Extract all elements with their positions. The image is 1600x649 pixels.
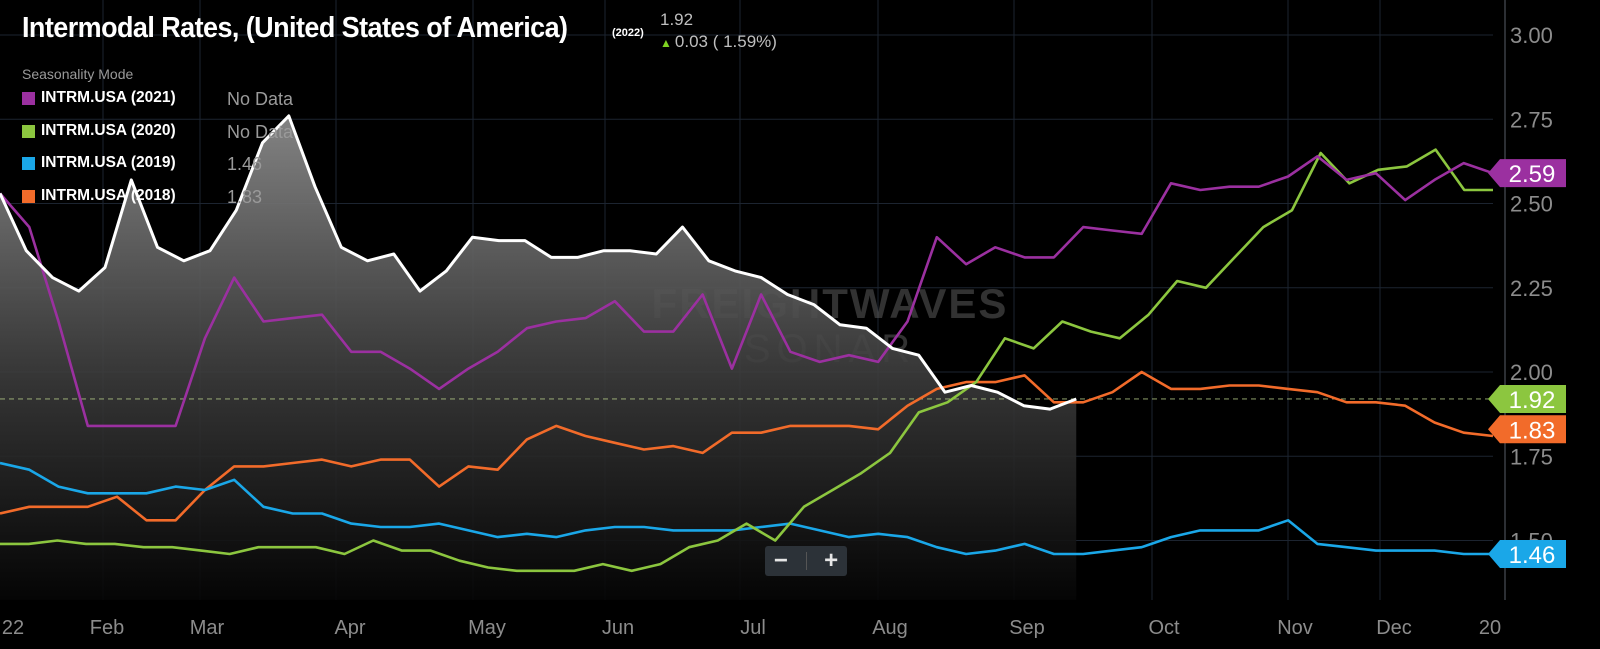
y-tick-label: 2.75 <box>1510 107 1553 132</box>
x-tick-label: 22 <box>2 617 24 639</box>
x-tick-label: Dec <box>1376 617 1412 639</box>
y-tick-label: 1.75 <box>1510 444 1553 469</box>
seasonality-mode-label: Seasonality Mode <box>22 66 134 82</box>
legend-series-name: INTRM.USA (2018) <box>41 186 176 204</box>
x-tick-label: Mar <box>190 617 225 639</box>
end-tag-label: 2.59 <box>1509 161 1556 188</box>
legend-item[interactable]: INTRM.USA (2020) No Data <box>22 122 293 155</box>
legend-swatch-2018 <box>22 189 35 203</box>
legend-swatch-2021 <box>22 92 35 105</box>
x-tick-label: May <box>468 617 506 639</box>
x-tick-label: Apr <box>334 617 365 639</box>
up-arrow-icon: ▲ <box>660 36 672 50</box>
x-tick-label: Nov <box>1277 617 1313 639</box>
change-value: 0.03 ( 1.59%) <box>674 32 777 51</box>
end-tag-shape <box>1488 384 1566 413</box>
legend-series-name: INTRM.USA (2019) <box>41 154 176 171</box>
end-tag-shape <box>1488 415 1566 444</box>
zoom-out-button[interactable]: − <box>773 547 788 574</box>
x-tick-label: Feb <box>90 617 124 639</box>
legend-series-name: INTRM.USA (2021) <box>41 89 176 106</box>
end-value-tag: 2.59 <box>1488 159 1566 188</box>
y-tick-label: 2.25 <box>1510 276 1553 301</box>
series-line <box>0 148 1493 573</box>
legend-item[interactable]: INTRM.USA (2018) 1.83 <box>22 187 293 220</box>
legend-series-name: INTRM.USA (2020) <box>41 121 176 139</box>
x-tick-label: Jun <box>602 617 634 639</box>
series-line <box>0 155 1494 428</box>
series-line <box>0 370 1494 522</box>
y-tick-label: 2.00 <box>1510 360 1553 385</box>
x-tick-label: Oct <box>1148 617 1180 639</box>
x-tick-label: 20 <box>1479 617 1501 639</box>
legend-series-value: No Data <box>227 89 294 109</box>
zoom-in-button[interactable]: + <box>824 547 839 574</box>
end-tag-shape <box>1488 159 1566 188</box>
change-readout: ▲ 0.03 ( 1.59%) <box>660 32 777 52</box>
series-line <box>0 114 1077 411</box>
y-tick-label: 2.50 <box>1510 192 1553 217</box>
legend-swatch-2019 <box>22 157 35 170</box>
legend-item[interactable]: INTRM.USA (2021) No Data <box>22 89 293 122</box>
chart-title: Intermodal Rates, (United States of Amer… <box>22 12 568 44</box>
legend-series-value: 1.46 <box>227 154 263 174</box>
zoom-divider <box>805 552 807 570</box>
chart-header: Intermodal Rates, (United States of Amer… <box>22 12 609 45</box>
last-value: 1.92 <box>660 10 694 29</box>
end-value-tag: 1.92 <box>1488 384 1566 414</box>
end-tag-label: 1.46 <box>1509 542 1556 569</box>
series-line <box>0 461 1493 556</box>
y-tick-label: 3.00 <box>1510 23 1553 48</box>
legend-series-value: No Data <box>227 121 294 142</box>
end-tag-shape <box>1488 539 1566 568</box>
end-value-tag: 1.46 <box>1488 539 1566 569</box>
end-value-tag: 1.83 <box>1488 415 1566 444</box>
area-2022 <box>0 115 1077 600</box>
legend-item[interactable]: INTRM.USA (2019) 1.46 <box>22 154 293 187</box>
x-tick-label: Jul <box>740 617 766 639</box>
year-tag: (2022) <box>612 27 644 39</box>
end-tag-label: 1.92 <box>1509 387 1556 414</box>
x-tick-label: Sep <box>1009 617 1045 639</box>
legend-series-value: 1.83 <box>227 186 263 207</box>
end-tag-label: 1.83 <box>1509 417 1556 444</box>
legend-swatch-2020 <box>22 124 35 138</box>
zoom-control: − + <box>765 546 847 576</box>
legend: INTRM.USA (2021) No Data INTRM.USA (2020… <box>22 89 293 219</box>
x-tick-label: Aug <box>872 617 908 639</box>
